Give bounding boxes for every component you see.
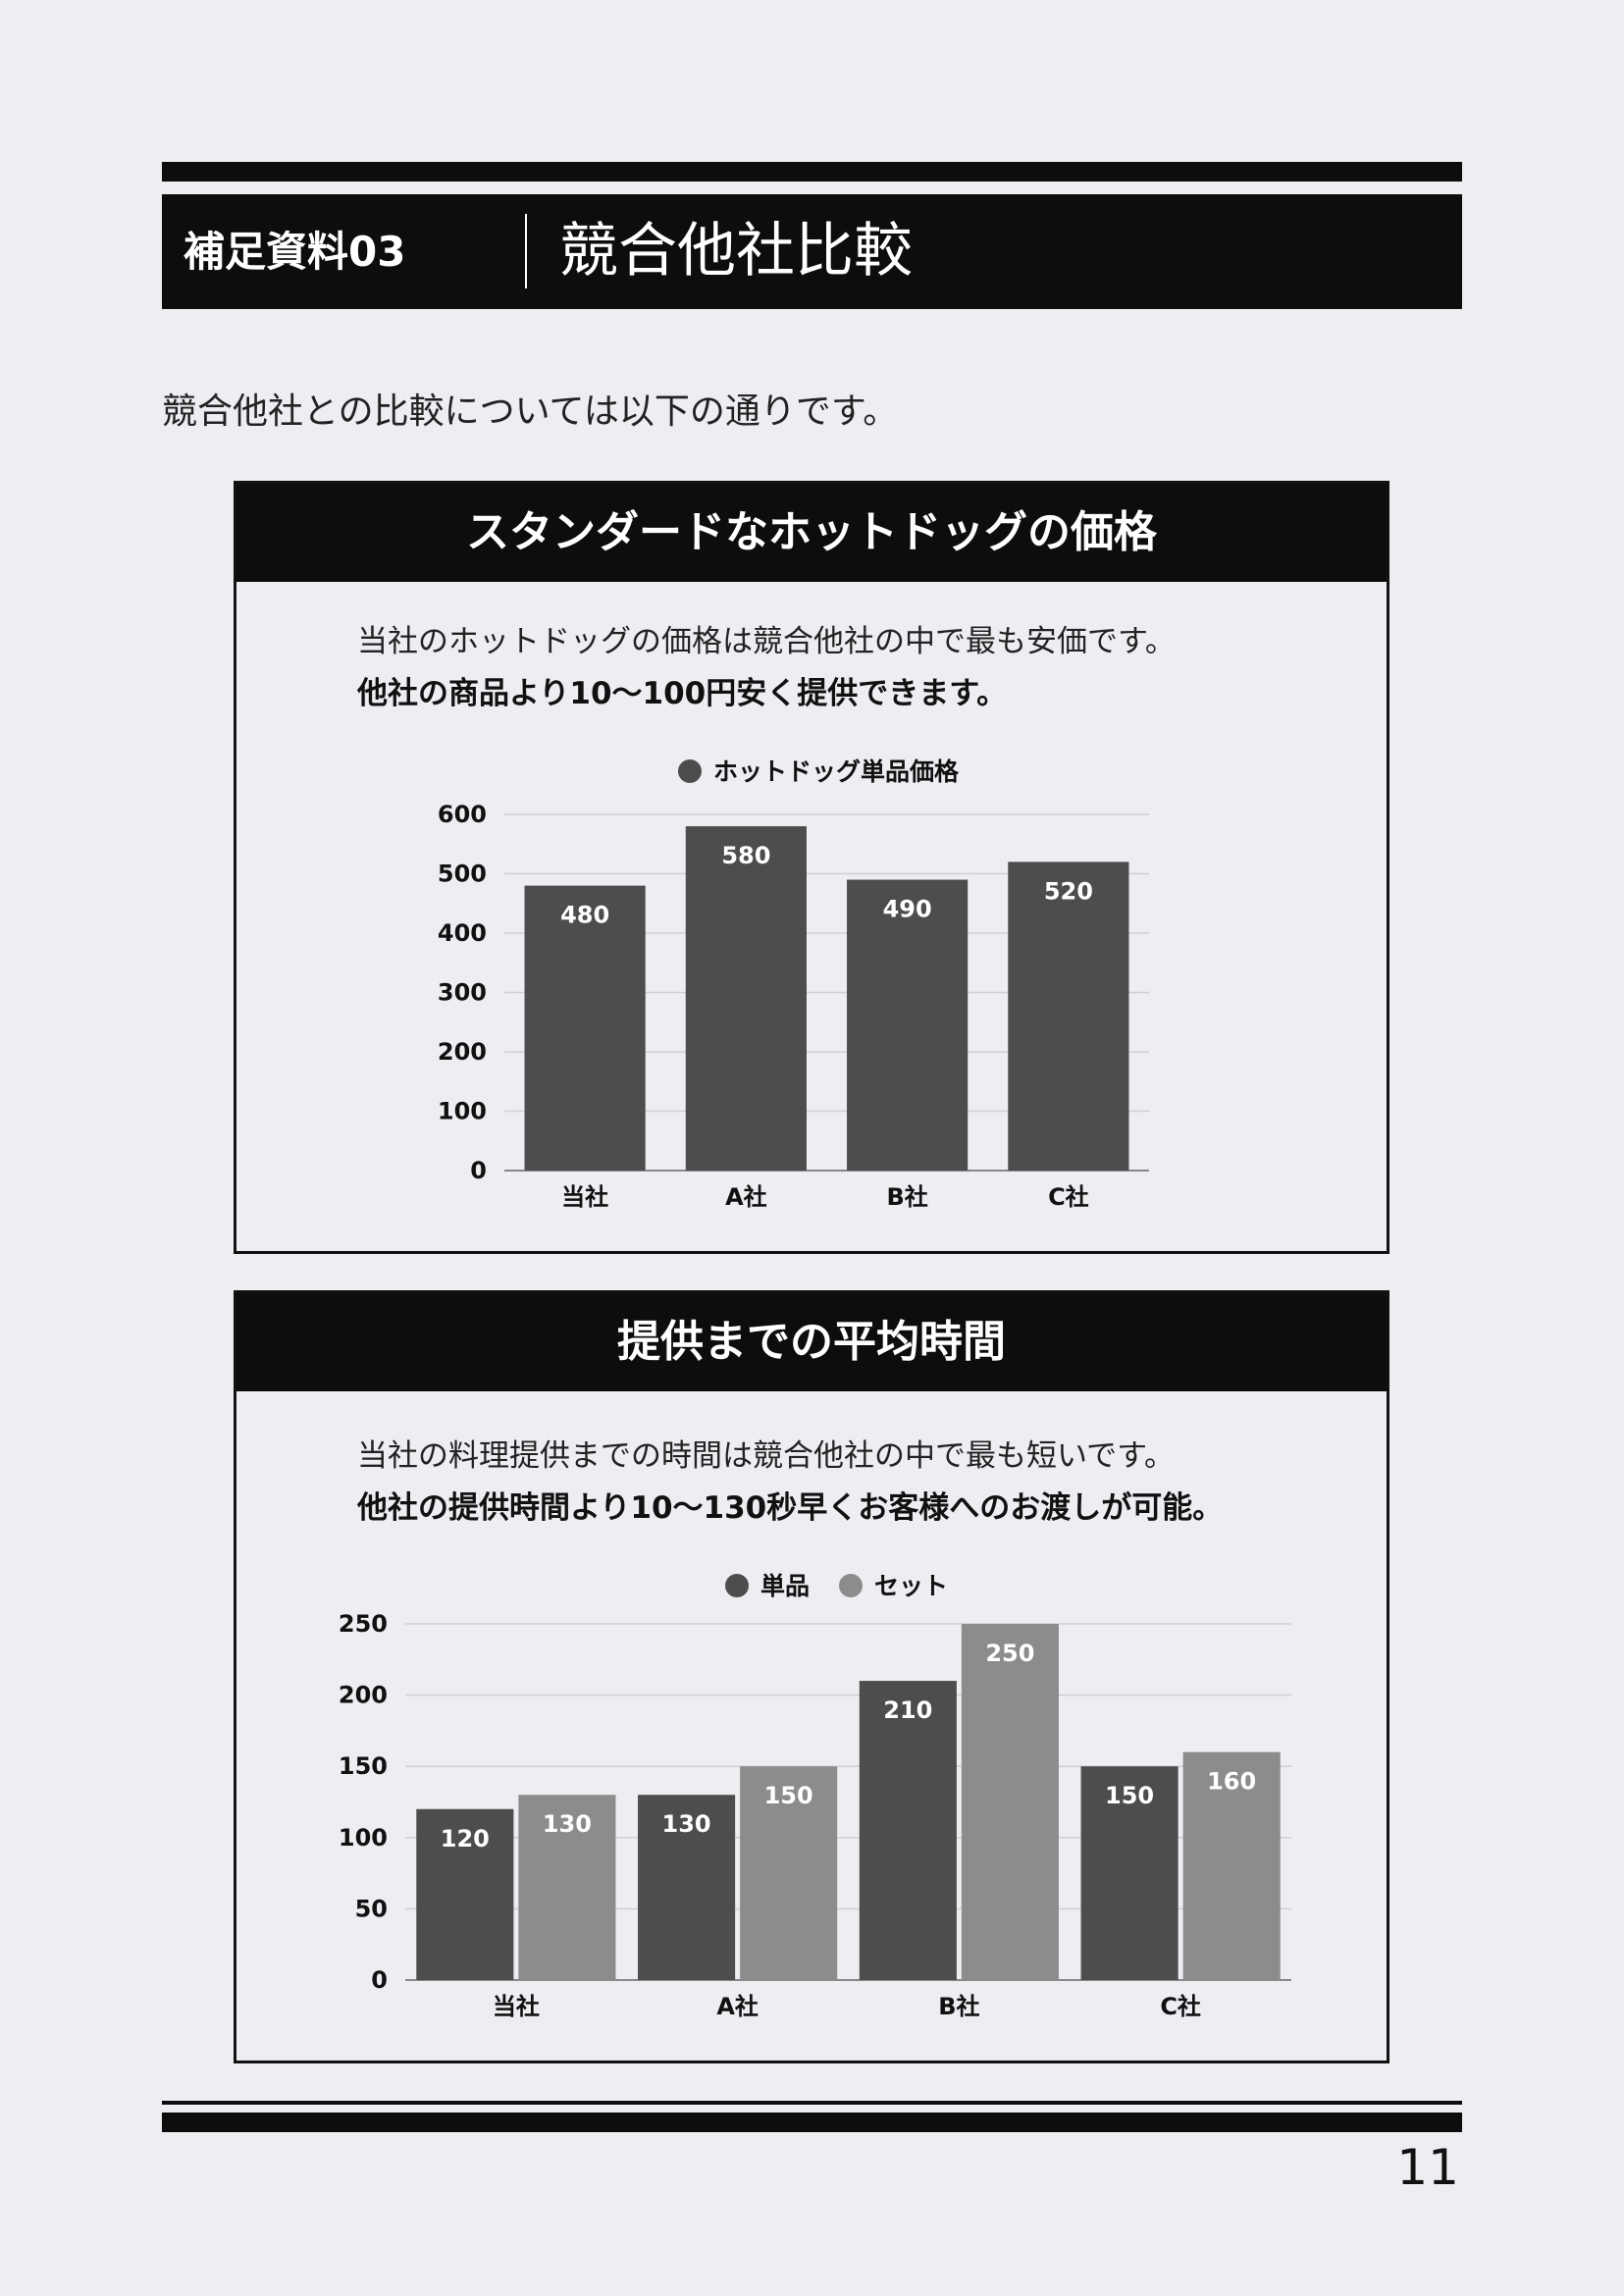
legend-label: セット (874, 1572, 948, 1600)
y-tick-label: 150 (339, 1752, 388, 1780)
footer-rule-thin (162, 2101, 1462, 2105)
x-tick-label: C社 (1048, 1183, 1089, 1211)
legend-marker (839, 1574, 863, 1597)
data-label: 520 (1044, 877, 1093, 905)
data-label: 480 (560, 902, 609, 929)
data-label: 150 (1105, 1782, 1154, 1809)
bar (524, 885, 646, 1171)
y-tick-label: 100 (438, 1098, 487, 1125)
data-label: 160 (1207, 1768, 1256, 1796)
bar (1008, 861, 1129, 1171)
price-desc: 当社のホットドッグの価格は競合他社の中で最も安価です。 (357, 624, 1176, 659)
data-label: 250 (985, 1640, 1034, 1667)
data-label: 130 (543, 1810, 592, 1838)
time-chart: 0 50 100 150 200 250 120 130 当社 130 150 A社 210 250 B社 1… (339, 1572, 1291, 2020)
price-chart: 0 100 200 300 400 500 600 480 当社 580 A社 490 B社 520 C社 ホ… (438, 757, 1149, 1211)
legend-label: ホットドッグ単品価格 (713, 757, 960, 786)
section-label: 補足資料03 (183, 228, 406, 276)
x-tick-label: 当社 (493, 1993, 540, 2020)
time-desc-bold: 他社の提供時間より10〜130秒早くお客様へのお渡しが可能。 (357, 1490, 1224, 1526)
bar (1080, 1766, 1179, 1980)
header-top-rule (162, 162, 1462, 182)
y-tick-label: 500 (438, 861, 487, 888)
intro-text: 競合他社との比較については以下の通りです。 (162, 391, 899, 432)
data-label: 490 (883, 896, 932, 923)
time-panel-title: 提供までの平均時間 (236, 1293, 1387, 1391)
y-tick-label: 100 (339, 1824, 388, 1852)
bar (1182, 1751, 1281, 1980)
bar (847, 879, 969, 1171)
x-tick-label: A社 (716, 1993, 759, 2020)
x-tick-label: B社 (886, 1183, 927, 1211)
data-label: 150 (764, 1782, 813, 1809)
bar (961, 1624, 1059, 1980)
time-desc: 当社の料理提供までの時間は競合他社の中で最も短いです。 (357, 1438, 1175, 1474)
y-tick-label: 50 (355, 1895, 388, 1922)
time-panel: 提供までの平均時間 当社の料理提供までの時間は競合他社の中で最も短いです。 他社… (234, 1290, 1389, 2063)
y-tick-label: 300 (438, 979, 487, 1007)
x-tick-label: C社 (1160, 1993, 1201, 2020)
legend-marker (678, 759, 702, 783)
bar (518, 1795, 616, 1980)
data-label: 210 (883, 1696, 932, 1724)
bar (685, 826, 807, 1171)
y-tick-label: 0 (470, 1157, 487, 1184)
y-tick-label: 200 (438, 1038, 487, 1066)
bar (859, 1681, 957, 1980)
y-tick-label: 200 (339, 1682, 388, 1709)
x-tick-label: B社 (938, 1993, 979, 2020)
bar (740, 1766, 838, 1980)
bar (416, 1808, 514, 1980)
y-tick-label: 400 (438, 919, 487, 947)
legend-marker (725, 1574, 749, 1597)
y-tick-label: 600 (438, 801, 487, 828)
data-label: 130 (662, 1810, 711, 1838)
page-title: 競合他社比較 (559, 217, 913, 286)
price-panel: スタンダードなホットドッグの価格 当社のホットドッグの価格は競合他社の中で最も安… (234, 481, 1389, 1254)
y-tick-label: 250 (339, 1610, 388, 1638)
x-tick-label: A社 (725, 1183, 767, 1211)
page-number: 11 (1396, 2139, 1459, 2196)
data-label: 120 (441, 1825, 490, 1852)
footer-rule-thick (162, 2113, 1462, 2132)
data-label: 580 (721, 842, 770, 869)
price-panel-title: スタンダードなホットドッグの価格 (236, 484, 1387, 582)
y-tick-label: 0 (371, 1966, 388, 1994)
x-tick-label: 当社 (561, 1183, 608, 1211)
bar (638, 1795, 736, 1980)
price-desc-bold: 他社の商品より10〜100円安く提供できます。 (357, 676, 1008, 711)
header-divider (525, 214, 527, 288)
legend-label: 単品 (760, 1572, 810, 1600)
section-header: 補足資料03 競合他社比較 (162, 194, 1462, 309)
